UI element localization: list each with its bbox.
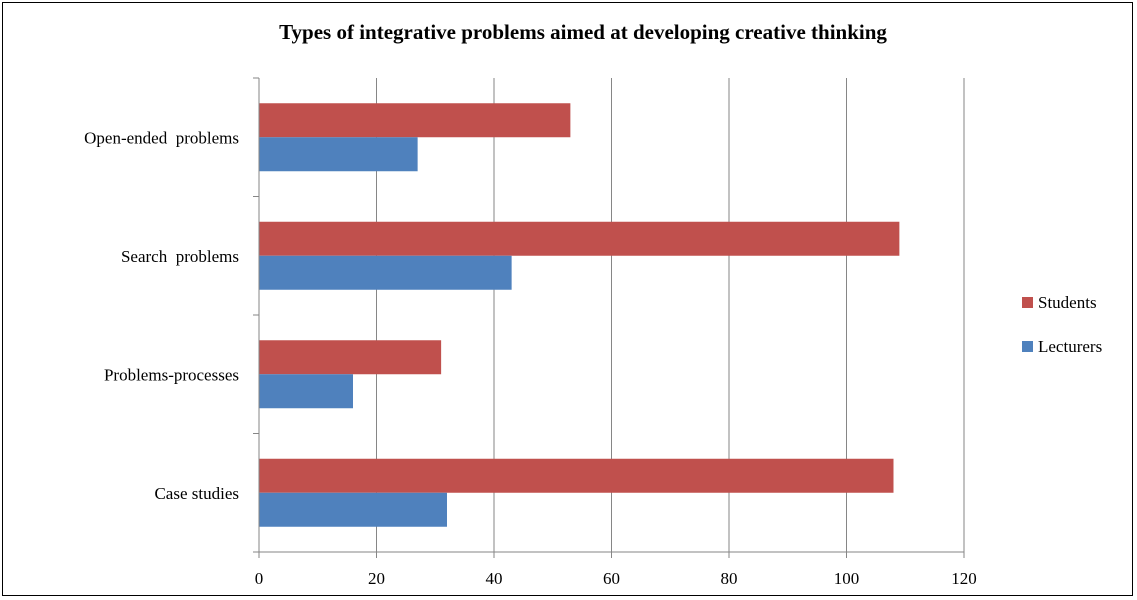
- legend-swatch-students: [1022, 297, 1033, 308]
- x-tick-label: 120: [951, 569, 977, 588]
- x-tick-label: 0: [255, 569, 264, 588]
- legend-label-students: Students: [1038, 293, 1097, 312]
- x-tick-label: 100: [834, 569, 860, 588]
- category-label: Open-ended problems: [84, 128, 239, 147]
- category-label: Problems-processes: [104, 365, 239, 384]
- legend: Students Lecturers: [1022, 293, 1102, 356]
- bar-students-2: [259, 221, 900, 256]
- bar-lecturers-1: [259, 137, 418, 172]
- category-label: Search problems: [121, 247, 239, 266]
- x-tick-label: 80: [721, 569, 738, 588]
- bar-students-4: [259, 458, 894, 493]
- x-tick-label: 40: [486, 569, 503, 588]
- bar-students-1: [259, 103, 571, 138]
- x-tick-label: 60: [603, 569, 620, 588]
- bar-lecturers-2: [259, 255, 512, 290]
- bars: [259, 103, 900, 527]
- chart-title: Types of integrative problems aimed at d…: [279, 20, 887, 44]
- bar-lecturers-4: [259, 492, 447, 527]
- legend-label-lecturers: Lecturers: [1038, 337, 1102, 356]
- axes: Open-ended problems Search problems Proble…: [84, 77, 977, 588]
- x-tick-label: 20: [368, 569, 385, 588]
- legend-swatch-lecturers: [1022, 341, 1033, 352]
- category-label: Case studies: [154, 484, 239, 503]
- bar-lecturers-3: [259, 374, 353, 409]
- bar-students-3: [259, 340, 442, 375]
